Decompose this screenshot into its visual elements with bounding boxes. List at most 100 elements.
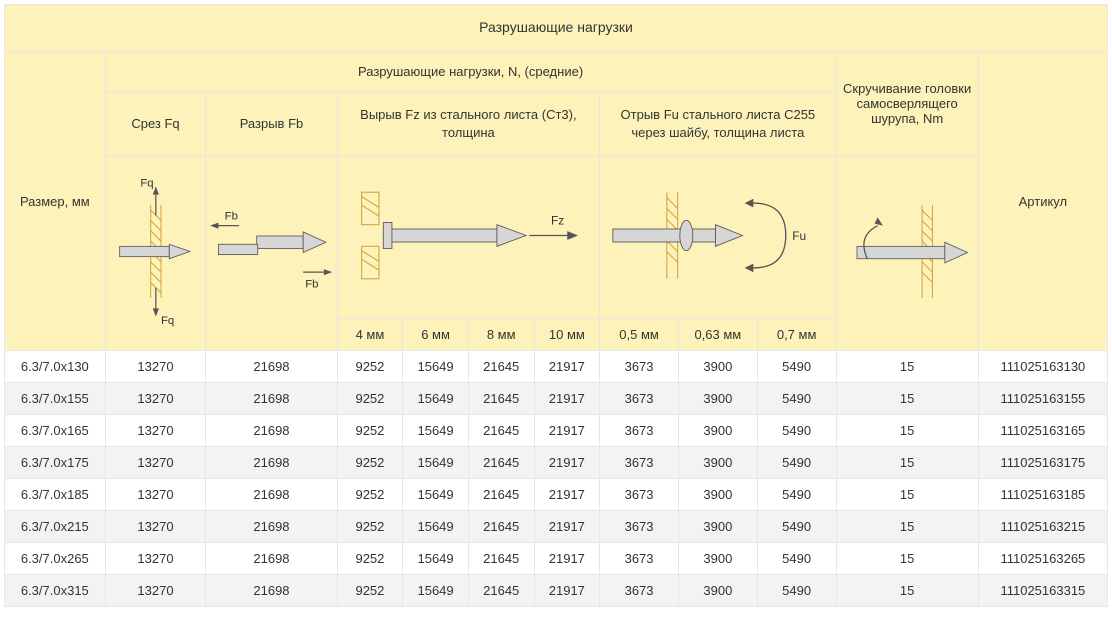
cell-fq: 13270 — [105, 447, 206, 479]
cell-fu-07: 5490 — [757, 575, 836, 607]
cell-fz-10: 21917 — [534, 543, 600, 575]
cell-fz-10: 21917 — [534, 351, 600, 383]
table-row: 6.3/7.0x26513270216989252156492164521917… — [5, 543, 1108, 575]
cell-fq: 13270 — [105, 351, 206, 383]
cell-fz-10: 21917 — [534, 383, 600, 415]
cell-fz-10: 21917 — [534, 415, 600, 447]
th-fz-4: 4 мм — [337, 319, 403, 351]
th-fz-6: 6 мм — [403, 319, 469, 351]
table-body: 6.3/7.0x13013270216989252156492164521917… — [5, 351, 1108, 607]
cell-fu-07: 5490 — [757, 415, 836, 447]
cell-fz-4: 9252 — [337, 351, 403, 383]
diagram-fq-label-bottom: Fq — [161, 315, 174, 327]
cell-fu-07: 5490 — [757, 351, 836, 383]
cell-fq: 13270 — [105, 479, 206, 511]
diagram-fb-label-bottom: Fb — [306, 279, 319, 291]
cell-size: 6.3/7.0x130 — [5, 351, 106, 383]
table-row: 6.3/7.0x15513270216989252156492164521917… — [5, 383, 1108, 415]
cell-fu-07: 5490 — [757, 543, 836, 575]
cell-torque: 15 — [836, 543, 978, 575]
table-row: 6.3/7.0x18513270216989252156492164521917… — [5, 479, 1108, 511]
cell-fu-05: 3673 — [600, 479, 679, 511]
cell-fb: 21698 — [206, 415, 337, 447]
cell-size: 6.3/7.0x165 — [5, 415, 106, 447]
cell-fb: 21698 — [206, 575, 337, 607]
cell-fz-8: 21645 — [468, 351, 534, 383]
cell-fz-10: 21917 — [534, 479, 600, 511]
cell-fz-4: 9252 — [337, 383, 403, 415]
cell-sku: 111025163265 — [978, 543, 1107, 575]
diagram-fb: Fb Fb — [206, 156, 337, 351]
diagram-fz: Fz — [337, 156, 600, 319]
col-fq: Срез Fq — [105, 92, 206, 156]
cell-fu-05: 3673 — [600, 575, 679, 607]
cell-size: 6.3/7.0x155 — [5, 383, 106, 415]
diagram-fu-label: Fu — [792, 229, 806, 243]
cell-fu-07: 5490 — [757, 383, 836, 415]
cell-fu-07: 5490 — [757, 447, 836, 479]
table-row: 6.3/7.0x13013270216989252156492164521917… — [5, 351, 1108, 383]
th-fu-063: 0,63 мм — [678, 319, 757, 351]
cell-fz-4: 9252 — [337, 447, 403, 479]
cell-fb: 21698 — [206, 479, 337, 511]
col-fb: Разрыв Fb — [206, 92, 337, 156]
table-row: 6.3/7.0x16513270216989252156492164521917… — [5, 415, 1108, 447]
th-fu-05: 0,5 мм — [600, 319, 679, 351]
cell-fb: 21698 — [206, 511, 337, 543]
cell-fz-4: 9252 — [337, 511, 403, 543]
cell-fz-8: 21645 — [468, 511, 534, 543]
cell-fq: 13270 — [105, 415, 206, 447]
cell-fu-063: 3900 — [678, 415, 757, 447]
cell-fu-063: 3900 — [678, 479, 757, 511]
cell-fz-8: 21645 — [468, 479, 534, 511]
cell-fz-6: 15649 — [403, 415, 469, 447]
cell-fz-6: 15649 — [403, 383, 469, 415]
cell-fu-063: 3900 — [678, 351, 757, 383]
cell-sku: 111025163185 — [978, 479, 1107, 511]
cell-fz-8: 21645 — [468, 447, 534, 479]
diagram-torque — [836, 156, 978, 351]
cell-torque: 15 — [836, 511, 978, 543]
cell-fq: 13270 — [105, 575, 206, 607]
cell-size: 6.3/7.0x215 — [5, 511, 106, 543]
cell-torque: 15 — [836, 575, 978, 607]
cell-size: 6.3/7.0x315 — [5, 575, 106, 607]
th-fz-8: 8 мм — [468, 319, 534, 351]
cell-sku: 111025163130 — [978, 351, 1107, 383]
cell-fu-063: 3900 — [678, 511, 757, 543]
cell-fz-4: 9252 — [337, 415, 403, 447]
cell-sku: 111025163155 — [978, 383, 1107, 415]
cell-torque: 15 — [836, 351, 978, 383]
cell-fu-07: 5490 — [757, 479, 836, 511]
cell-fu-063: 3900 — [678, 543, 757, 575]
cell-sku: 111025163175 — [978, 447, 1107, 479]
cell-fb: 21698 — [206, 543, 337, 575]
diagram-fz-label: Fz — [551, 214, 564, 228]
cell-fu-05: 3673 — [600, 351, 679, 383]
cell-fb: 21698 — [206, 351, 337, 383]
cell-fu-05: 3673 — [600, 543, 679, 575]
cell-fz-8: 21645 — [468, 383, 534, 415]
cell-fz-10: 21917 — [534, 575, 600, 607]
cell-fz-6: 15649 — [403, 511, 469, 543]
cell-fu-063: 3900 — [678, 575, 757, 607]
load-table: Разрушающие нагрузки Размер, мм Разрушаю… — [4, 4, 1108, 607]
col-size: Размер, мм — [5, 52, 106, 351]
cell-fu-063: 3900 — [678, 383, 757, 415]
col-group-destructive: Разрушающие нагрузки, N, (средние) — [105, 52, 836, 92]
table-title: Разрушающие нагрузки — [5, 5, 1108, 52]
col-fz: Вырыв Fz из стального листа (Ст3), толщи… — [337, 92, 600, 156]
cell-size: 6.3/7.0x265 — [5, 543, 106, 575]
cell-size: 6.3/7.0x175 — [5, 447, 106, 479]
cell-fu-05: 3673 — [600, 383, 679, 415]
table-row: 6.3/7.0x17513270216989252156492164521917… — [5, 447, 1108, 479]
col-sku: Артикул — [978, 52, 1107, 351]
cell-fu-07: 5490 — [757, 511, 836, 543]
cell-fu-063: 3900 — [678, 447, 757, 479]
cell-fz-10: 21917 — [534, 447, 600, 479]
cell-fz-6: 15649 — [403, 479, 469, 511]
cell-fb: 21698 — [206, 383, 337, 415]
table-row: 6.3/7.0x31513270216989252156492164521917… — [5, 575, 1108, 607]
cell-sku: 111025163315 — [978, 575, 1107, 607]
cell-fz-8: 21645 — [468, 575, 534, 607]
